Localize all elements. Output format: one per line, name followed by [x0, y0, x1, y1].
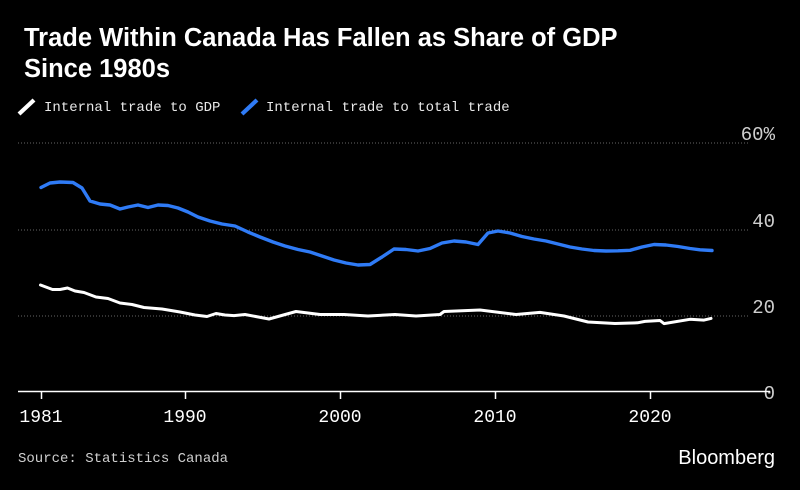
svg-text:2010: 2010	[473, 408, 516, 428]
svg-text:2000: 2000	[318, 408, 361, 428]
svg-text:40: 40	[752, 211, 775, 233]
svg-text:Source: Statistics Canada: Source: Statistics Canada	[18, 451, 228, 467]
svg-text:1990: 1990	[163, 408, 206, 428]
svg-text:60%: 60%	[741, 124, 776, 146]
svg-text:Internal trade to total trade: Internal trade to total trade	[266, 100, 510, 116]
svg-text:Internal trade to GDP: Internal trade to GDP	[44, 100, 220, 116]
svg-text:Bloomberg: Bloomberg	[678, 447, 775, 469]
svg-text:0: 0	[764, 383, 775, 405]
svg-text:2020: 2020	[628, 408, 671, 428]
svg-text:1981: 1981	[19, 408, 62, 428]
svg-text:20: 20	[752, 297, 775, 319]
